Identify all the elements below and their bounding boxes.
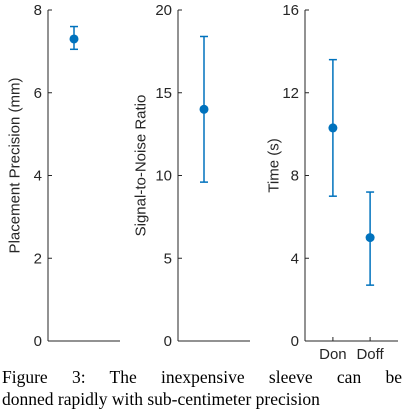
y-tick-label: 5 [164,250,172,267]
data-point [328,123,338,133]
chart-panel-2: 0 5 10 15 20 Signal-to-Noise Ratio [132,2,250,350]
y-tick-label: 0 [164,333,172,350]
y-tick-label: 15 [155,85,172,102]
x-tick-label: Don [319,346,347,360]
caption-line-1: Figure 3: The inexpensive sleeve can be [2,367,402,387]
data-point [199,104,209,114]
data-point [365,233,375,243]
y-tick-label: 2 [34,250,42,267]
y-tick-label: 10 [155,168,172,185]
y-tick-label: 16 [282,2,299,19]
x-tick-label: Doff [356,346,384,360]
y-tick-label: 20 [155,2,172,19]
figure: 0 2 4 6 8 Placement Precision (mm) 0 5 10 15 20 Sig… [6,2,398,360]
chart-panel-1: 0 2 4 6 8 Placement Precision (mm) [6,2,120,350]
y-tick-label: 6 [34,85,42,102]
y-tick-label: 12 [282,85,299,102]
y-tick-label: 8 [291,168,299,185]
caption-line-2: donned rapidly with sub-centimeter preci… [2,389,320,409]
chart-panel-3: 0 4 8 12 16 Time (s) Don Doff [265,2,398,360]
y-tick-label: 0 [34,333,42,350]
y-tick-label: 8 [34,2,42,19]
y-tick-label: 4 [291,250,299,267]
data-point [69,34,79,44]
y-tick-label: 4 [34,168,42,185]
y-axis-label: Placement Precision (mm) [6,78,23,254]
figure-caption: Figure 3: The inexpensive sleeve can be … [0,366,402,412]
y-tick-label: 0 [291,333,299,350]
y-axis-label: Time (s) [265,138,282,192]
y-axis-label: Signal-to-Noise Ratio [132,95,149,237]
